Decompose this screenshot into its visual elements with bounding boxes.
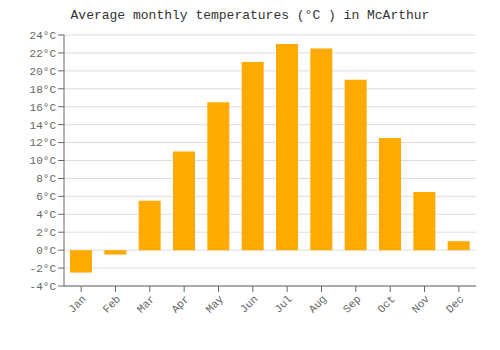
svg-text:2°C: 2°C [36, 227, 56, 239]
svg-text:Feb: Feb [101, 293, 123, 315]
svg-text:Jun: Jun [238, 293, 260, 315]
svg-text:16°C: 16°C [30, 102, 57, 114]
svg-text:24°C: 24°C [30, 30, 57, 42]
svg-text:6°C: 6°C [36, 191, 56, 203]
svg-text:14°C: 14°C [30, 120, 57, 132]
svg-text:Jul: Jul [272, 293, 294, 315]
svg-text:May: May [204, 293, 227, 316]
svg-text:-4°C: -4°C [30, 281, 57, 293]
svg-text:Jan: Jan [66, 293, 88, 315]
html-text:Average monthly temperatures (: Average monthly temperatures (°C ) in Mc… [70, 8, 430, 23]
svg-text:8°C: 8°C [36, 173, 56, 185]
svg-text:12°C: 12°C [30, 137, 57, 149]
svg-text:Mar: Mar [135, 293, 157, 315]
svg-text:22°C: 22°C [30, 48, 57, 60]
svg-text:Dec: Dec [444, 293, 466, 315]
svg-text:Oct: Oct [375, 293, 397, 315]
svg-text:20°C: 20°C [30, 66, 57, 78]
svg-text:Apr: Apr [169, 293, 191, 315]
svg-text:4°C: 4°C [36, 209, 56, 221]
svg-text:18°C: 18°C [30, 84, 57, 96]
svg-text:0°C: 0°C [36, 245, 56, 257]
svg-text:10°C: 10°C [30, 155, 57, 167]
svg-text:Sep: Sep [341, 293, 363, 315]
svg-text:-2°C: -2°C [30, 263, 57, 275]
svg-text:Aug: Aug [307, 293, 329, 315]
svg-text:Nov: Nov [410, 293, 433, 316]
